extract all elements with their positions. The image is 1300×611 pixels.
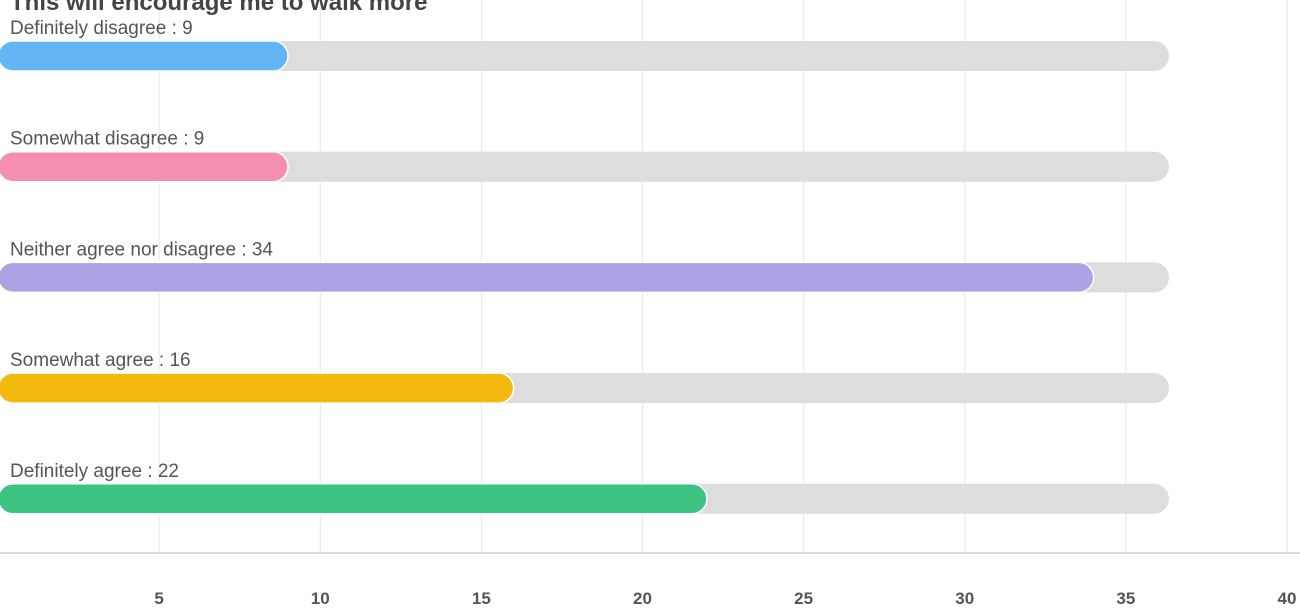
- bar-label: Somewhat disagree : 9: [10, 129, 204, 150]
- bar: [0, 40, 289, 72]
- x-tick-label: 15: [472, 589, 491, 608]
- bar: [0, 483, 708, 515]
- x-tick-label: 30: [955, 589, 974, 608]
- x-tick-label: 25: [794, 589, 813, 608]
- bar-label: Definitely agree : 22: [10, 461, 179, 482]
- x-tick-label: 10: [311, 589, 330, 608]
- bar-label: Neither agree nor disagree : 34: [10, 239, 273, 260]
- chart-title: This will encourage me to walk more: [10, 0, 427, 16]
- bar: [0, 261, 1095, 294]
- x-tick-label: 20: [633, 589, 652, 608]
- x-tick-label: 5: [154, 589, 163, 608]
- bar-label: Somewhat agree : 16: [10, 350, 191, 371]
- bar-label: Definitely disagree : 9: [10, 18, 193, 39]
- bar-track: [0, 41, 1169, 71]
- x-tick-label: 35: [1116, 589, 1135, 608]
- bar: [0, 372, 515, 404]
- x-tick-label: 40: [1278, 589, 1297, 608]
- bar-track: [0, 151, 1169, 182]
- bar: [0, 150, 289, 183]
